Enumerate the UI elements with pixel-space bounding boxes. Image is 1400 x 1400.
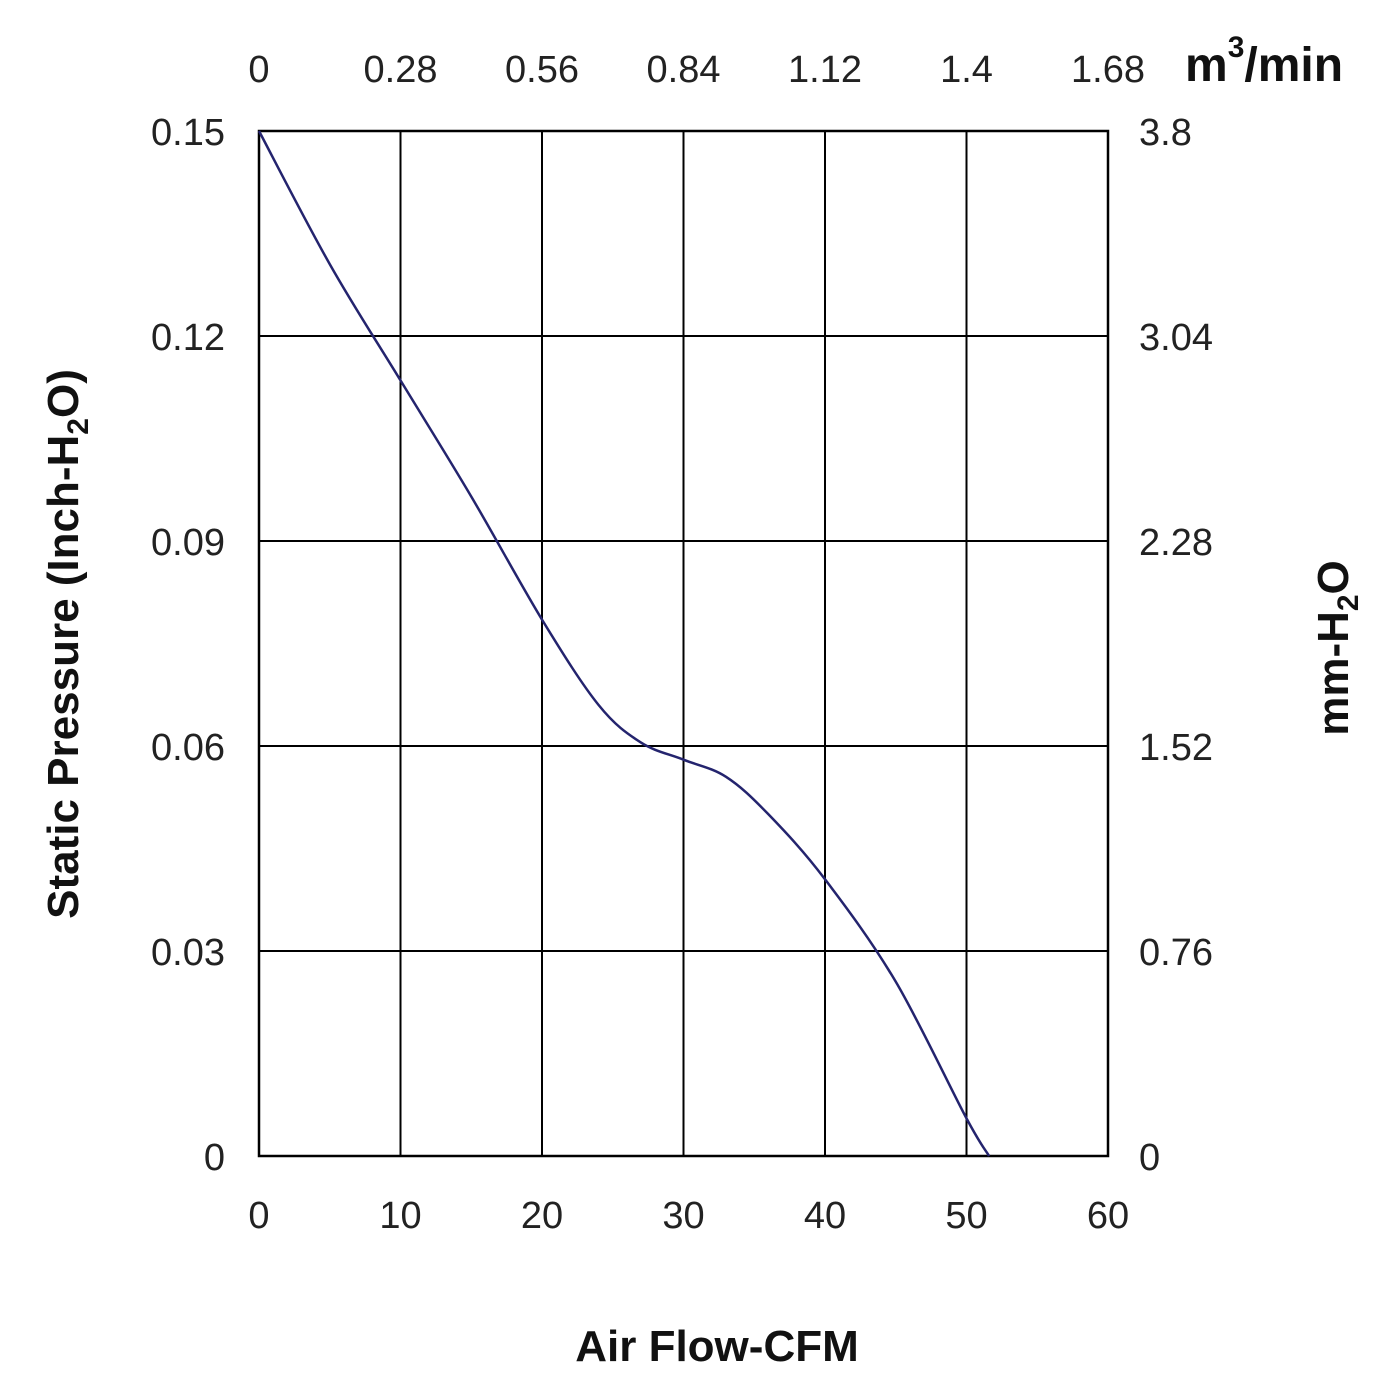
x2-tick-label: 0 [248,49,269,91]
y-tick-label: 0.03 [151,932,225,974]
x-axis-title: Air Flow-CFM [575,1322,859,1371]
y-tick-label: 0.12 [151,317,225,359]
x2-tick-label: 0.84 [647,49,721,91]
x2-tick-label: 1.4 [940,49,993,91]
x2-tick-label: 1.68 [1071,49,1145,91]
y-title-main: Static Pressure (Inch-H [39,435,88,919]
y2-axis-title: mm-H2O [1309,560,1365,736]
y2-tick-label: 0 [1139,1137,1160,1179]
y2-title-sub: 2 [1332,594,1365,611]
pq-curve-line [257,130,991,1157]
y2-tick-label: 3.8 [1139,112,1192,154]
x-tick-label: 60 [1087,1195,1129,1237]
tick-labels: 0 10 20 30 40 50 600 0.28 0.56 0.84 1.12 1.4 1.6800.… [151,49,1213,1237]
x2-axis-title: m3/min [1185,31,1343,92]
y-title-sub: 2 [62,418,95,435]
y-tick-label: 0.06 [151,727,225,769]
x2-title-sup: 3 [1228,31,1245,64]
y-axis-title: Static Pressure (Inch-H2O) [39,369,95,919]
y2-tick-label: 0.76 [1139,932,1213,974]
plot-frame [257,129,1110,1158]
y2-title-tail: O [1309,560,1358,594]
y2-tick-label: 2.28 [1139,522,1213,564]
x2-title-tail: /min [1244,39,1343,92]
grid-lines [259,131,1108,1156]
x-tick-label: 30 [662,1195,704,1237]
x-tick-label: 40 [804,1195,846,1237]
x-tick-label: 20 [521,1195,563,1237]
y-tick-label: 0.15 [151,112,225,154]
y-title-tail: O) [39,369,88,418]
y-tick-label: 0.09 [151,522,225,564]
x-tick-label: 0 [248,1195,269,1237]
x-tick-label: 10 [379,1195,421,1237]
x2-title-main: m [1185,39,1228,92]
x2-tick-label: 1.12 [788,49,862,91]
x2-tick-label: 0.28 [364,49,438,91]
y2-tick-label: 3.04 [1139,317,1213,359]
x2-tick-label: 0.56 [505,49,579,91]
x-tick-label: 50 [945,1195,987,1237]
y-tick-label: 0 [204,1137,225,1179]
y2-title-main: mm-H [1309,611,1358,736]
y2-tick-label: 1.52 [1139,727,1213,769]
